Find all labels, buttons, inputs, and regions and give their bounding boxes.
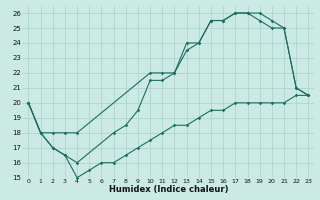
X-axis label: Humidex (Indice chaleur): Humidex (Indice chaleur)	[109, 185, 228, 194]
